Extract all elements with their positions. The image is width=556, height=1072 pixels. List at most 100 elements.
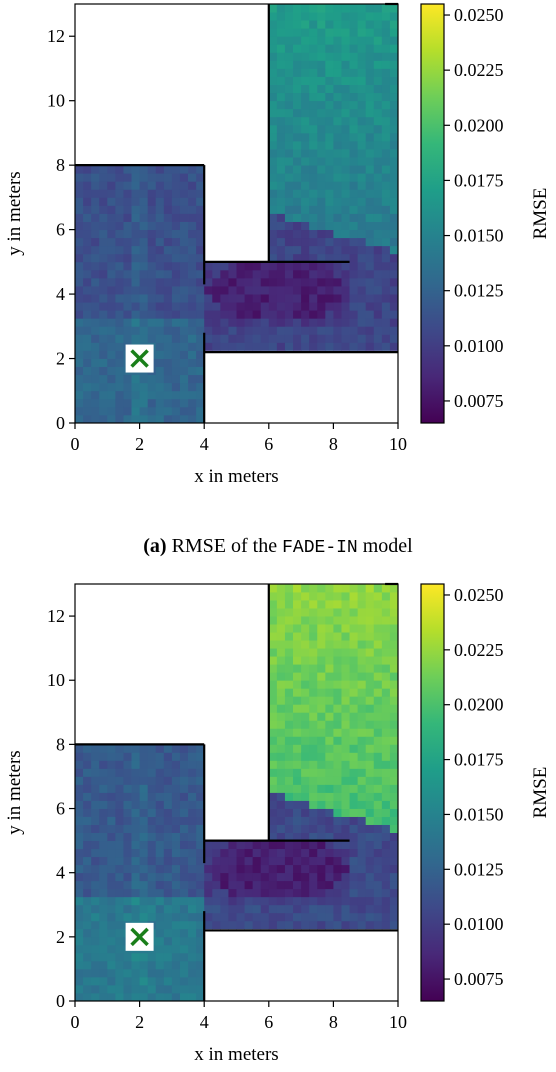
heatmap-cell <box>293 584 302 593</box>
heatmap-cell <box>268 744 278 753</box>
heatmap-cell <box>123 181 132 190</box>
heatmap-cell <box>91 784 100 793</box>
heatmap-cell <box>349 880 359 890</box>
heatmap-cell <box>75 350 84 359</box>
heatmap-cell <box>107 928 116 938</box>
heatmap-cell <box>365 768 375 777</box>
heatmap-cell <box>276 896 286 906</box>
heatmap-cell <box>107 286 116 295</box>
caption-model-name: FADE-IN <box>282 538 358 558</box>
heatmap-cell <box>131 318 141 327</box>
heatmap-cell <box>107 310 116 319</box>
heatmap-cell <box>381 189 391 198</box>
heatmap-cell <box>91 952 100 962</box>
heatmap-cell <box>365 848 375 858</box>
heatmap-cell <box>301 157 310 166</box>
heatmap-cell <box>188 808 197 817</box>
heatmap-cell <box>155 936 165 946</box>
heatmap-cell <box>389 768 399 777</box>
heatmap-cell <box>268 792 278 801</box>
heatmap-cell <box>179 358 189 367</box>
heatmap-cell <box>171 221 181 231</box>
heatmap-cell <box>276 752 286 761</box>
heatmap-cell <box>325 896 334 906</box>
heatmap-cell <box>91 880 100 890</box>
heatmap-cell <box>293 334 302 343</box>
heatmap-cell <box>293 294 302 303</box>
heatmap-cell <box>317 584 326 593</box>
heatmap-cell <box>381 213 391 222</box>
heatmap-cell <box>204 904 213 914</box>
heatmap-cell <box>171 253 181 263</box>
heatmap-cell <box>309 664 318 673</box>
heatmap-cell <box>365 302 375 311</box>
x-tick-label: 6 <box>264 434 273 454</box>
heatmap-cell <box>365 213 375 222</box>
heatmap-cell <box>389 664 399 673</box>
heatmap-cell <box>365 116 375 126</box>
heatmap-cell <box>91 310 100 319</box>
heatmap-cell <box>123 382 132 392</box>
heatmap-cell <box>115 221 124 231</box>
heatmap-cell <box>357 664 367 673</box>
heatmap-cell <box>99 197 108 206</box>
heatmap-cell <box>284 696 294 705</box>
heatmap-cell <box>373 840 383 850</box>
heatmap-cell <box>317 600 326 609</box>
heatmap-cell <box>309 229 318 239</box>
heatmap-cell <box>325 334 334 343</box>
heatmap-cell <box>107 189 116 198</box>
heatmap-cell <box>317 44 326 53</box>
heatmap-cell <box>276 92 286 102</box>
heatmap-cell <box>349 44 359 53</box>
heatmap-cell <box>196 197 205 206</box>
heatmap-cell <box>341 680 350 689</box>
heatmap-cell <box>188 390 197 400</box>
heatmap-cell <box>268 608 278 617</box>
heatmap-cell <box>155 302 165 311</box>
heatmap-cell <box>381 221 391 231</box>
heatmap-cell <box>115 944 124 954</box>
heatmap-cell <box>301 848 310 858</box>
heatmap-cell <box>357 816 367 825</box>
heatmap-cell <box>220 277 229 287</box>
heatmap-cell <box>373 20 383 29</box>
heatmap-cell <box>147 390 157 400</box>
heatmap-cell <box>373 768 383 777</box>
heatmap-cell <box>333 792 342 801</box>
heatmap-cell <box>147 294 157 303</box>
heatmap-cell <box>373 584 383 593</box>
heatmap-cell <box>147 768 157 777</box>
heatmap-cell <box>309 100 318 110</box>
heatmap-cell <box>309 44 318 53</box>
heatmap-cell <box>155 286 165 295</box>
heatmap-cell <box>341 4 350 13</box>
heatmap-cell <box>276 44 286 53</box>
heatmap-cell <box>179 277 189 287</box>
heatmap-cell <box>252 920 262 930</box>
heatmap-cell <box>365 792 375 801</box>
heatmap-cell <box>91 768 100 777</box>
heatmap-cell <box>293 776 302 785</box>
y-tick-label: 8 <box>56 734 65 754</box>
heatmap-cell <box>179 888 189 898</box>
heatmap-cell <box>163 366 173 376</box>
heatmap-cell <box>115 952 124 962</box>
heatmap-cell <box>107 350 116 359</box>
heatmap-cell <box>131 776 141 785</box>
heatmap-cell <box>357 776 367 785</box>
heatmap-cell <box>333 624 342 633</box>
heatmap-cell <box>83 896 92 906</box>
x-tick-label: 8 <box>329 1012 338 1032</box>
heatmap-cell <box>107 302 116 311</box>
heatmap-cell <box>365 712 375 721</box>
heatmap-cell <box>139 744 149 753</box>
heatmap-cell <box>317 720 326 729</box>
heatmap-cell <box>83 944 92 954</box>
heatmap-cell <box>131 269 141 279</box>
heatmap-cell <box>179 374 189 384</box>
heatmap-cell <box>155 912 165 922</box>
heatmap-cell <box>317 592 326 601</box>
heatmap-cell <box>179 872 189 882</box>
